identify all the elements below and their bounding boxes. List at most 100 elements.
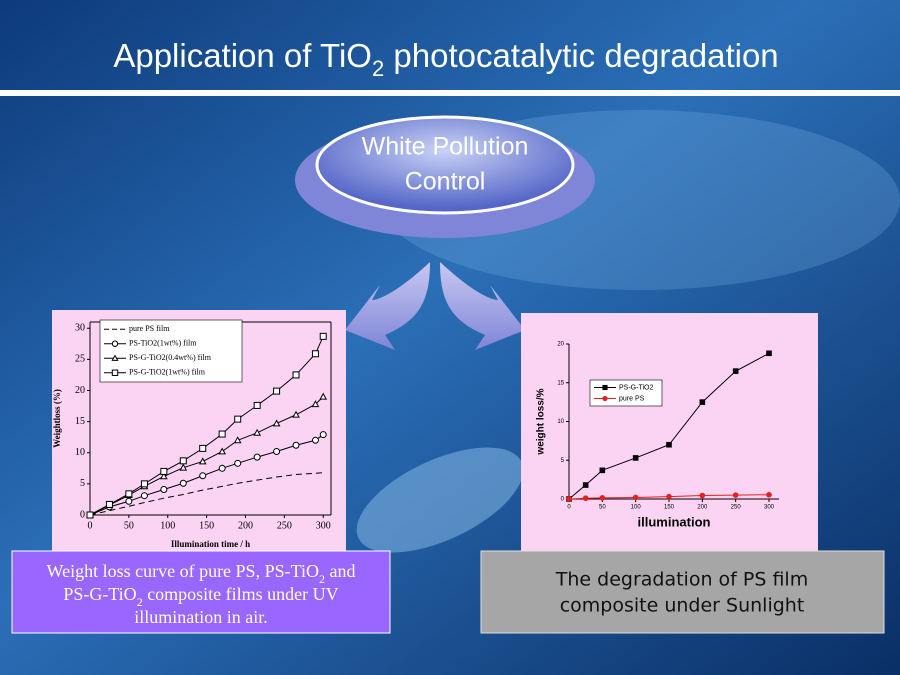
marker xyxy=(218,430,226,438)
y-tick-label: 20 xyxy=(75,385,85,396)
oval-label: Control xyxy=(405,168,486,196)
y-tick-label: 10 xyxy=(557,419,564,425)
marker xyxy=(311,436,319,444)
y-tick-label: 15 xyxy=(75,416,85,427)
marker xyxy=(199,444,207,452)
marker xyxy=(234,459,242,467)
marker xyxy=(602,384,608,391)
x-axis-label: Illumination time / h xyxy=(171,539,250,549)
marker xyxy=(160,467,168,475)
marker xyxy=(253,401,261,409)
legend-label: PS-G-TiO2(1wt%) film xyxy=(129,368,206,377)
marker xyxy=(125,490,133,498)
legend xyxy=(589,379,663,407)
marker xyxy=(566,496,572,502)
legend-label: pure PS film xyxy=(129,324,170,333)
subscript: 2 xyxy=(372,56,384,81)
marker xyxy=(160,472,168,480)
legend-label: PS-TiO2(1wt%) film xyxy=(129,339,197,348)
marker xyxy=(292,441,300,449)
legend-label: PS-G-TiO2(0.4wt%) film xyxy=(129,353,212,362)
arrow-left xyxy=(345,262,430,350)
marker xyxy=(273,447,281,455)
y-axis-label: Weightloss (%) xyxy=(52,389,62,448)
legend xyxy=(99,319,243,383)
y-tick-label: 0 xyxy=(561,497,565,503)
marker xyxy=(111,369,119,376)
marker xyxy=(582,495,589,502)
text-span: Application of TiO xyxy=(113,37,372,74)
x-tick-label: 150 xyxy=(199,520,214,531)
marker xyxy=(234,415,242,423)
x-tick-label: 200 xyxy=(697,504,708,510)
marker xyxy=(632,494,639,501)
marker xyxy=(199,472,207,480)
x-tick-label: 100 xyxy=(631,504,642,510)
marker xyxy=(319,332,327,340)
marker xyxy=(179,457,187,465)
marker xyxy=(699,399,706,405)
marker xyxy=(666,441,672,448)
leaf xyxy=(356,447,524,553)
caption: The degradation of PS film xyxy=(555,569,808,591)
y-tick-label: 25 xyxy=(75,354,85,365)
text-span: photocatalytic degradation xyxy=(384,37,778,74)
oval-label: White Pollution xyxy=(362,133,529,161)
subscript: 2 xyxy=(137,595,143,609)
x-tick-label: 50 xyxy=(599,504,606,510)
marker xyxy=(218,464,226,472)
title-rule xyxy=(0,90,900,96)
marker xyxy=(218,447,227,455)
x-tick-label: 300 xyxy=(316,520,331,531)
x-tick-label: 100 xyxy=(160,520,175,531)
y-tick-label: 5 xyxy=(80,478,85,489)
marker xyxy=(86,511,94,519)
y-tick-label: 20 xyxy=(557,342,564,348)
marker xyxy=(160,485,168,493)
text-span: and xyxy=(325,561,356,581)
marker xyxy=(233,436,242,444)
x-tick-label: 300 xyxy=(764,504,775,510)
text-span: illumination in air. xyxy=(134,607,268,627)
marker xyxy=(111,340,119,347)
caption-box xyxy=(11,550,391,634)
marker xyxy=(292,371,300,379)
marker xyxy=(319,431,327,439)
x-tick-label: 250 xyxy=(731,504,742,510)
y-tick-label: 15 xyxy=(557,380,564,386)
marker xyxy=(311,400,320,408)
marker xyxy=(732,368,739,374)
text-span: composite films under UV xyxy=(143,584,339,604)
x-tick-label: 0 xyxy=(567,504,571,510)
marker xyxy=(105,500,113,508)
marker xyxy=(179,479,187,487)
marker xyxy=(319,392,328,400)
marker xyxy=(766,350,772,357)
subscript: 2 xyxy=(319,572,325,586)
marker xyxy=(602,395,608,402)
y-tick-label: 5 xyxy=(561,458,565,464)
caption-box xyxy=(480,550,885,634)
marker xyxy=(125,497,133,505)
x-tick-label: 200 xyxy=(238,520,253,531)
marker xyxy=(632,455,639,461)
marker xyxy=(766,491,772,498)
legend-label: pure PS xyxy=(619,395,645,402)
marker xyxy=(253,428,261,436)
x-tick-label: 50 xyxy=(124,520,134,531)
text-span: Weight loss curve of pure PS, PS-TiO xyxy=(47,561,319,581)
marker xyxy=(599,495,606,501)
x-tick-label: 250 xyxy=(277,520,292,531)
marker xyxy=(140,492,148,500)
marker xyxy=(732,492,739,498)
marker xyxy=(253,453,261,461)
marker xyxy=(699,492,706,499)
marker xyxy=(140,480,148,488)
oval xyxy=(315,115,575,215)
text-line: Application of TiO2 photocatalytic degra… xyxy=(113,37,778,82)
legend-label: PS-G-TiO2 xyxy=(619,384,653,391)
text-line: Weight loss curve of pure PS, PS-TiO2 an… xyxy=(47,561,356,586)
y-axis-label: weight loss/% xyxy=(536,388,547,455)
